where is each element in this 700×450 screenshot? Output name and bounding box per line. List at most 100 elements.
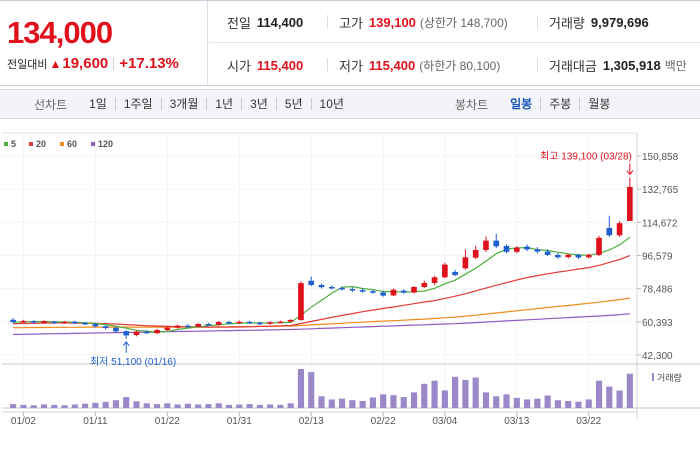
high-annotation: 최고 139,100 (03/28) — [540, 151, 632, 163]
candlestick-chart[interactable]: 5 20 60 120 최고 139,100 (03/28) 최저 51,100 (01… — [0, 119, 700, 450]
candle-body — [277, 321, 284, 324]
weekly-candle-button[interactable]: 주봉 — [541, 98, 581, 110]
volume-bar — [297, 369, 305, 408]
stat-value: 114,400 — [256, 14, 304, 30]
volume-bar — [513, 397, 520, 408]
candle-body — [328, 286, 335, 289]
y-tick-label: 60,393 — [642, 318, 673, 329]
candle-body — [298, 283, 304, 320]
legend-swatch — [60, 142, 64, 146]
candle-body — [41, 321, 47, 323]
candle-body — [195, 324, 201, 327]
divider — [327, 58, 328, 72]
volume-bar — [71, 404, 78, 408]
range-10y-button[interactable]: 10년 — [319, 97, 344, 111]
volume-bar — [40, 404, 48, 408]
candle-body — [215, 322, 222, 325]
volume-bar — [575, 401, 582, 408]
stock-chart[interactable]: 5 20 60 120 최고 139,100 (03/28) 최저 51,100 (01… — [0, 119, 700, 450]
volume-bar — [359, 400, 366, 408]
stat-label: 거래량 — [549, 15, 585, 31]
stats-row-2: 시가 115,400 저가 115,400 (하한가 80,100) 거래대금 … — [209, 44, 700, 86]
volume-bar — [523, 399, 531, 408]
candle-body — [513, 247, 520, 252]
stat-label: 거래대금 — [549, 58, 597, 74]
x-tick-label: 02/22 — [371, 416, 396, 427]
volume-bar — [410, 392, 418, 408]
range-5y-button[interactable]: 5년 — [277, 98, 312, 110]
volume-bar — [472, 377, 479, 408]
volume-bar — [534, 398, 541, 408]
volume-bar — [400, 397, 407, 408]
x-tick-label: 03/22 — [576, 416, 601, 427]
x-tick-label: 01/31 — [227, 416, 252, 427]
candle-body — [585, 254, 592, 258]
stat-value: 115,400 — [256, 57, 304, 73]
x-tick-label: 02/13 — [299, 416, 324, 427]
volume-bar — [225, 404, 233, 408]
line-chart-label: 선차트 — [34, 97, 68, 112]
candle-body — [483, 240, 489, 250]
y-tick-label: 132,765 — [642, 185, 679, 196]
volume-bar — [184, 403, 191, 408]
candle-chart-label: 봉차트 — [455, 97, 489, 112]
stat-sub: (상한가 148,700) — [419, 15, 508, 30]
candle-body — [596, 237, 602, 255]
candle-body — [174, 325, 181, 328]
change-percent: +17.13% — [119, 55, 179, 72]
range-1w-button[interactable]: 1주일 — [116, 98, 162, 110]
stat-sub: 백만 — [664, 58, 687, 73]
y-tick-label: 150,858 — [642, 152, 679, 163]
stat-value: 115,400 — [368, 57, 416, 73]
volume-bar — [10, 404, 17, 408]
volume-bar — [308, 372, 315, 408]
volume-bar — [626, 373, 633, 408]
stat-prev-close: 전일 114,400 — [227, 1, 303, 43]
stat-open: 시가 115,400 — [227, 44, 303, 86]
candle-body — [349, 289, 356, 291]
volume-bar — [112, 400, 120, 408]
candle-body — [442, 264, 448, 278]
monthly-candle-button[interactable]: 월봉 — [588, 97, 611, 111]
volume-bar — [462, 379, 469, 408]
volume-bar — [616, 390, 623, 408]
stat-label: 전일 — [227, 15, 251, 31]
change-label: 전일대비 — [7, 58, 48, 71]
candle-body — [246, 321, 253, 324]
high-arrowhead-icon — [626, 170, 634, 176]
volume-bar — [82, 403, 89, 408]
stat-label: 저가 — [339, 58, 363, 74]
range-3m-button[interactable]: 3개월 — [162, 98, 208, 110]
x-tick-label: 03/04 — [432, 416, 457, 427]
candle-chart-group: 봉차트 일봉 주봉 월봉 — [455, 90, 618, 118]
candle-body — [82, 322, 88, 325]
daily-candle-button[interactable]: 일봉 — [502, 98, 542, 110]
volume-label: 거래량 — [657, 372, 682, 383]
volume-bar — [554, 400, 561, 408]
candle-body — [267, 322, 273, 324]
range-3y-button[interactable]: 3년 — [242, 98, 277, 110]
volume-bar — [565, 400, 572, 408]
candle-body — [205, 324, 212, 326]
volume-bar — [215, 403, 222, 408]
range-1d-button[interactable]: 1일 — [81, 98, 116, 110]
y-tick-label: 96,579 — [642, 252, 673, 263]
candle-body — [133, 331, 140, 336]
volume-bar — [20, 404, 27, 408]
range-1y-button[interactable]: 1년 — [207, 98, 243, 110]
y-tick-label: 114,672 — [642, 218, 678, 229]
volume-bar — [318, 396, 325, 408]
candle-body — [318, 284, 325, 288]
volume-bar — [277, 404, 284, 408]
line-chart-group: 선차트 1일 1주일 3개월 1년 3년 5년 10년 — [34, 90, 352, 118]
stat-label: 시가 — [227, 58, 251, 74]
stats-panel: 전일 114,400 고가 139,100 (상한가 148,700) 거래량 … — [209, 1, 700, 86]
candle-body — [30, 321, 37, 323]
volume-bar — [328, 399, 335, 408]
volume-bar — [390, 395, 397, 408]
candle-body — [503, 245, 510, 252]
change-value: 19,600 — [62, 55, 109, 72]
candle-body — [462, 257, 469, 269]
low-arrowhead-icon — [122, 341, 130, 347]
candle-body — [113, 327, 119, 332]
